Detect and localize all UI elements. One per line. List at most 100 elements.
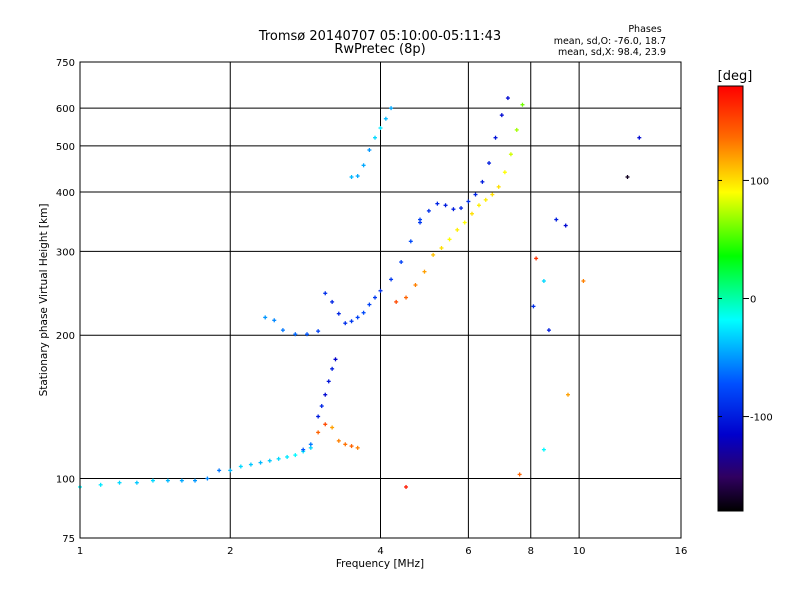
trace-point [349, 444, 354, 449]
colorbar-tick-label: 0 [750, 295, 756, 306]
trace-point [330, 425, 335, 430]
colorbar-unit-label: [deg] [718, 69, 753, 84]
x-tick-label: 1 [77, 546, 83, 557]
y-tick-labels: 75 100 200 300 400 500 600 750 [56, 58, 75, 545]
trace-point [383, 116, 388, 121]
phase-colorbar [717, 85, 744, 512]
x-tick-label: 4 [377, 546, 383, 557]
trace-point [389, 106, 394, 111]
trace-point [308, 442, 313, 447]
trace-point [343, 442, 348, 447]
trace-point [502, 170, 507, 175]
plot-frame [79, 61, 682, 539]
scatter-point [534, 256, 539, 261]
trace-point [378, 288, 383, 293]
trace-point [293, 332, 298, 337]
trace-point [267, 458, 272, 463]
stats-line-x: mean, sd,X: 98.4, 23.9 [558, 47, 666, 58]
plot-grid [80, 62, 681, 538]
stats-line-o: mean, sd,O: -76.0, 18.7 [554, 36, 666, 47]
trace-point [333, 357, 338, 362]
trace-point [316, 430, 321, 435]
x-tick-label: 10 [573, 546, 586, 557]
trace-point [355, 174, 360, 179]
trace-point [179, 478, 184, 483]
trace-point [373, 295, 378, 300]
trace-point [336, 438, 341, 443]
trace-point [117, 480, 122, 485]
trace-point [323, 422, 328, 427]
y-tick-label: 400 [56, 188, 75, 199]
trace-point [426, 208, 431, 213]
trace-point [343, 321, 348, 326]
trace-point [378, 126, 383, 131]
trace-point [455, 227, 460, 232]
trace-point [361, 310, 366, 315]
trace-point [447, 237, 452, 242]
trace-point [336, 311, 341, 316]
x-tick-label: 2 [227, 546, 233, 557]
trace-point [418, 220, 423, 225]
trace-point [431, 252, 436, 257]
x-tick-label: 8 [528, 546, 534, 557]
chart-title: Tromsø 20140707 05:10:00-05:11:43 [258, 29, 501, 44]
trace-point [496, 184, 501, 189]
trace-point [404, 295, 409, 300]
trace-point [473, 192, 478, 197]
y-tick-label: 200 [56, 331, 75, 342]
trace-point [508, 152, 513, 157]
trace-point [308, 445, 313, 450]
trace-point [451, 207, 456, 212]
trace-point [367, 302, 372, 307]
trace-point [462, 220, 467, 225]
data-points [78, 96, 642, 489]
trace-point [373, 135, 378, 140]
x-tick-label: 6 [465, 546, 471, 557]
y-tick-label: 600 [56, 104, 75, 115]
trace-point [476, 203, 481, 208]
scatter-point [541, 447, 546, 452]
trace-point [399, 260, 404, 265]
trace-point [280, 328, 285, 333]
trace-point [459, 206, 464, 211]
trace-point [165, 478, 170, 483]
trace-point [134, 480, 139, 485]
x-tick-labels: 1 2 4 6 8 10 16 [77, 546, 688, 557]
trace-point [98, 482, 103, 487]
trace-point [349, 319, 354, 324]
trace-point [323, 392, 328, 397]
trace-point [285, 454, 290, 459]
trace-point [248, 462, 253, 467]
trace-point [483, 197, 488, 202]
y-tick-label: 500 [56, 142, 75, 153]
x-axis-label: Frequency [MHz] [336, 558, 424, 570]
y-tick-label: 100 [56, 475, 75, 486]
trace-point [435, 201, 440, 206]
trace-point [466, 199, 471, 204]
y-tick-label: 750 [56, 58, 75, 69]
trace-point [469, 211, 474, 216]
trace-point [238, 464, 243, 469]
trace-point [150, 478, 155, 483]
colorbar-tick-label: -100 [750, 413, 773, 424]
scatter-point [566, 392, 571, 397]
trace-point [413, 283, 418, 288]
trace-point [499, 113, 504, 118]
y-tick-label: 300 [56, 247, 75, 258]
trace-point [316, 414, 321, 419]
scatter-point [404, 484, 409, 489]
trace-point [217, 468, 222, 473]
trace-point [301, 447, 306, 452]
y-tick-label: 75 [62, 534, 75, 545]
trace-point [293, 453, 298, 458]
trace-point [443, 203, 448, 208]
x-tick-label: 16 [675, 546, 688, 557]
trace-point [493, 135, 498, 140]
trace-point [439, 246, 444, 251]
trace-point [349, 174, 354, 179]
trace-point [408, 239, 413, 244]
colorbar-ticks: 100 0 -100 [718, 176, 773, 424]
trace-point [258, 460, 263, 465]
